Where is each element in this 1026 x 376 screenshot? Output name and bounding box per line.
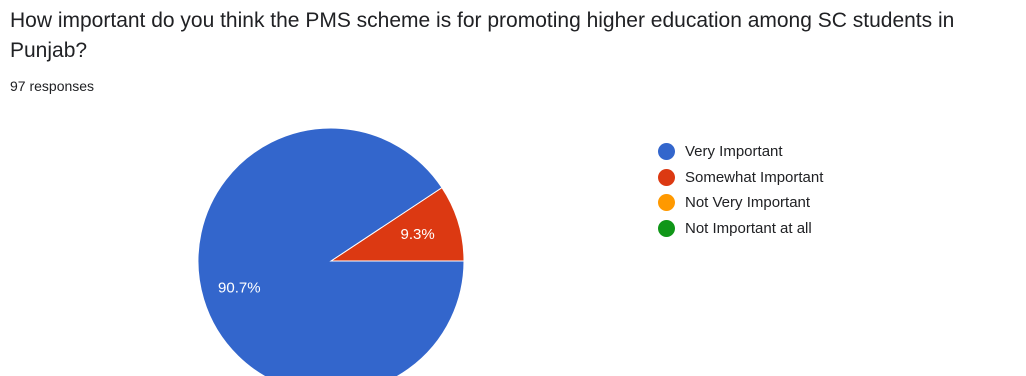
legend-swatch-dot-icon	[658, 143, 675, 161]
legend-item-not-very-important: Not Very Important	[658, 190, 823, 216]
response-count: 97 responses	[10, 78, 95, 94]
legend-item-not-important-at-all: Not Important at all	[658, 216, 823, 242]
legend-label: Not Very Important	[685, 194, 811, 212]
legend-label: Very Important	[685, 143, 783, 161]
slice-label-somewhat-important: 9.3%	[401, 226, 435, 243]
legend-label: Not Important at all	[685, 219, 812, 237]
legend-swatch-dot-icon	[658, 168, 675, 186]
chart-legend: Very Important Somewhat Important Not Very…	[658, 139, 823, 241]
slice-label-very-important: 90.7%	[218, 280, 261, 297]
legend-swatch-dot-icon	[658, 194, 675, 212]
legend-item-very-important: Very Important	[658, 139, 823, 165]
pie-slice-somewhat-important	[329, 186, 465, 262]
legend-label: Somewhat Important	[685, 168, 824, 186]
pie-slice-very-important	[197, 127, 465, 376]
legend-item-somewhat-important: Somewhat Important	[658, 165, 823, 191]
legend-swatch-dot-icon	[658, 219, 675, 237]
question-title: How important do you think the PMS schem…	[10, 9, 955, 62]
